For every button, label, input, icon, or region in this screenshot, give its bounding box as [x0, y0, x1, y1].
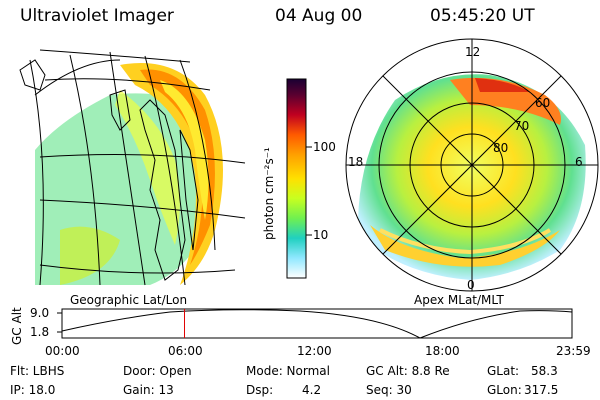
info-flt: Flt: LBHS	[10, 364, 65, 378]
altitude-ytick-low: 1.8	[30, 325, 50, 339]
app-title: Ultraviolet Imager	[20, 6, 174, 26]
mlt-label-6: 6	[575, 155, 583, 169]
info-seq: Seq: 30	[366, 383, 412, 397]
colorbar-unit: photon cm⁻²s⁻¹	[262, 147, 276, 240]
xtick-2359: 23:59	[556, 344, 591, 358]
right-panel-label: Apex MLat/MLT	[414, 293, 504, 307]
colorbar-tick-10: 10	[313, 228, 329, 242]
mlt-label-0: 0	[467, 278, 475, 292]
altitude-ylabel: GC Alt	[10, 307, 24, 345]
mlat-label-70: 70	[514, 119, 530, 133]
xtick-0600: 06:00	[168, 344, 203, 358]
mlat-label-60: 60	[535, 96, 551, 110]
altitude-ytick-high: 9.0	[30, 306, 50, 320]
left-panel-label: Geographic Lat/Lon	[70, 293, 188, 307]
mlt-label-18: 18	[348, 155, 364, 169]
colorbar-tick-100: 100	[313, 140, 336, 154]
xtick-0000: 00:00	[45, 344, 80, 358]
altitude-plot	[57, 308, 573, 339]
info-gcalt: GC Alt: 8.8 Re	[366, 364, 450, 378]
info-glon-label: GLon:	[487, 383, 522, 397]
header-date: 04 Aug 00	[275, 6, 363, 26]
info-dsp-label: Dsp:	[246, 383, 274, 397]
info-mode: Mode: Normal	[246, 364, 330, 378]
xtick-1200: 12:00	[297, 344, 332, 358]
geographic-map	[19, 49, 246, 286]
mlat-label-80: 80	[493, 141, 509, 155]
info-glon-value: 317.5	[524, 383, 559, 397]
info-glat-label: GLat:	[487, 364, 520, 378]
info-gain: Gain: 13	[123, 383, 174, 397]
header-time: 05:45:20 UT	[430, 6, 535, 26]
polar-map	[345, 38, 599, 292]
info-door: Door: Open	[123, 364, 192, 378]
info-ip: IP: 18.0	[10, 383, 56, 397]
info-dsp-value: 4.2	[302, 383, 322, 397]
mlt-label-12: 12	[465, 45, 481, 59]
xtick-1800: 18:00	[425, 344, 460, 358]
info-glat-value: 58.3	[531, 364, 558, 378]
colorbar	[286, 78, 312, 279]
